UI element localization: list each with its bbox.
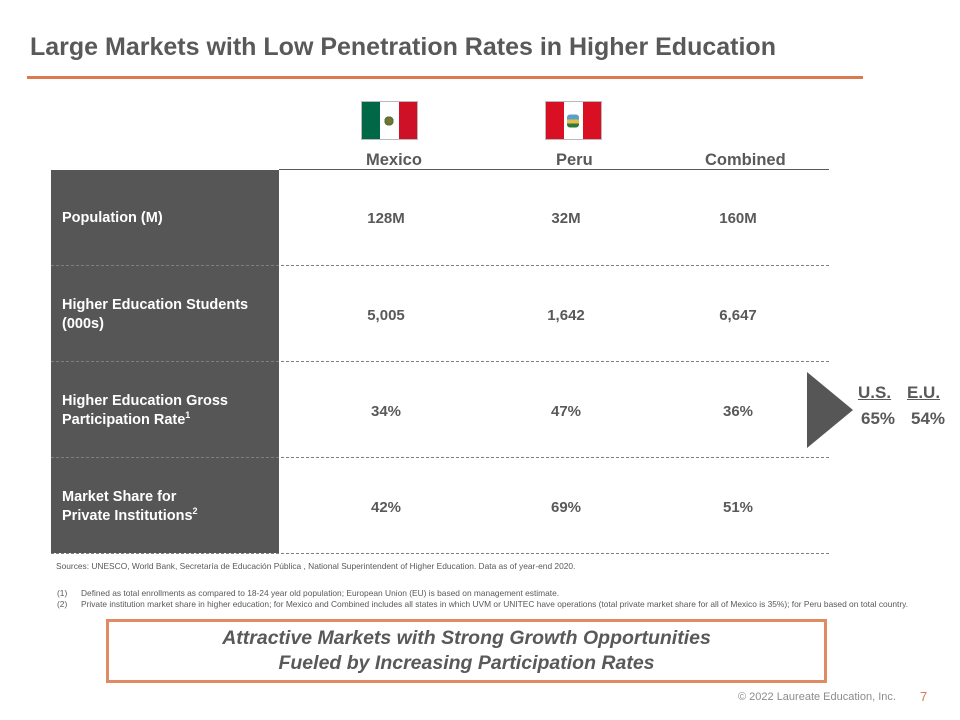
callout-line-2: Fueled by Increasing Participation Rates — [278, 652, 655, 674]
table-cell: 1,642 — [547, 307, 585, 324]
row-label-private-market-share: Market Share for Private Institutions2 — [62, 489, 198, 524]
us-value: 65% — [861, 409, 896, 428]
us-label: U.S. — [858, 383, 892, 402]
table-cell: 36% — [722, 403, 754, 420]
row-label-higher-ed-students: Higher Education Students (000s) — [62, 297, 249, 332]
callout-box: Attractive Markets with Strong Growth Op… — [106, 619, 827, 683]
peru-coat-of-arms-icon — [567, 114, 580, 127]
copyright-footer: © 2022 Laureate Education, Inc. — [738, 691, 896, 703]
eu-value: 54% — [911, 409, 946, 428]
row-divider — [51, 457, 829, 458]
row-label-population: Population (M) — [62, 210, 163, 226]
table-cell: 34% — [370, 403, 402, 420]
table-cell: 5,005 — [367, 307, 405, 324]
column-header-combined: Combined — [705, 151, 786, 169]
title-underline — [27, 76, 863, 79]
row-label-participation-rate: Higher Education Gross Participation Rat… — [62, 393, 228, 428]
table-cell: 42% — [370, 499, 402, 516]
eu-label: E.U. — [907, 383, 941, 402]
table-cell: 32M — [551, 210, 581, 227]
callout-line-1: Attractive Markets with Strong Growth Op… — [222, 627, 711, 649]
page-number: 7 — [920, 689, 928, 704]
footnote-marker-1: 1 — [185, 410, 191, 421]
row-divider — [51, 265, 829, 266]
sources-note: Sources: UNESCO, World Bank, Secretaría … — [56, 561, 576, 571]
footnote-1: (1) Defined as total enrollments as compa… — [57, 588, 560, 598]
mexico-emblem-icon — [383, 115, 395, 126]
table-cell: 69% — [550, 499, 582, 516]
table-cell: 128M — [367, 210, 405, 227]
table-cell: 47% — [550, 403, 582, 420]
arrow-right-icon — [807, 372, 853, 448]
peru-flag-icon — [545, 101, 602, 140]
page-title: Large Markets with Low Penetration Rates… — [30, 33, 776, 61]
table-cell: 160M — [719, 210, 757, 227]
table-cell: 51% — [722, 499, 754, 516]
header-rule — [279, 169, 829, 170]
mexico-flag-icon — [361, 101, 418, 140]
column-header-peru: Peru — [556, 151, 593, 169]
table-cell: 6,647 — [719, 307, 757, 324]
row-divider — [51, 553, 829, 554]
column-header-mexico: Mexico — [366, 151, 422, 169]
row-divider — [51, 361, 829, 362]
footnote-marker-2: 2 — [192, 506, 198, 517]
footnote-2: (2) Private institution market share in h… — [57, 599, 909, 609]
